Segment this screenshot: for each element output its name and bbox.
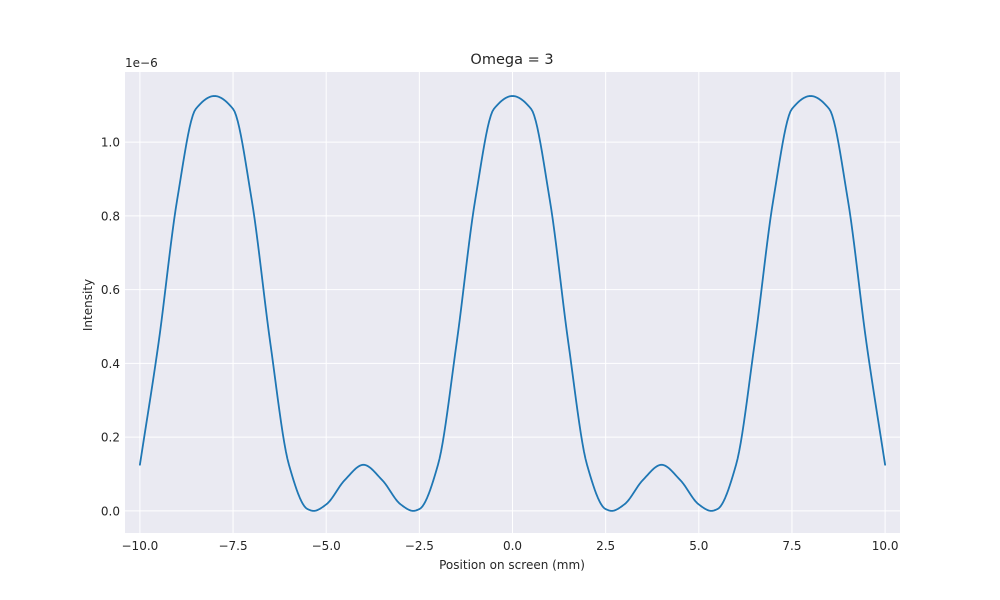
y-tick-label: 1.0 [101, 136, 120, 150]
x-tick-label: −7.5 [218, 539, 247, 553]
x-tick-label: 5.0 [689, 539, 708, 553]
y-axis: 0.0 0.2 0.4 0.6 0.8 1.0 [101, 136, 120, 519]
x-tick-label: 0.0 [503, 539, 522, 553]
x-tick-label: 10.0 [872, 539, 899, 553]
chart-title: Omega = 3 [470, 52, 553, 68]
y-tick-label: 0.2 [101, 431, 120, 445]
y-offset-label: 1e−6 [125, 56, 158, 70]
grid [125, 72, 900, 533]
series-layer [139, 95, 886, 512]
y-axis-label: Intensity [81, 279, 95, 331]
y-tick-label: 0.4 [101, 357, 120, 371]
series-line [139, 95, 886, 512]
x-tick-label: 7.5 [782, 539, 801, 553]
x-tick-label: 2.5 [596, 539, 615, 553]
x-axis: −10.0 −7.5 −5.0 −2.5 0.0 2.5 5.0 7.5 10.0 [122, 539, 899, 553]
y-tick-label: 0.0 [101, 504, 120, 518]
x-tick-label: −5.0 [312, 539, 341, 553]
y-tick-label: 0.8 [101, 209, 120, 223]
x-tick-label: −2.5 [405, 539, 434, 553]
y-tick-label: 0.6 [101, 283, 120, 297]
x-tick-label: −10.0 [122, 539, 159, 553]
x-axis-label: Position on screen (mm) [439, 558, 585, 572]
